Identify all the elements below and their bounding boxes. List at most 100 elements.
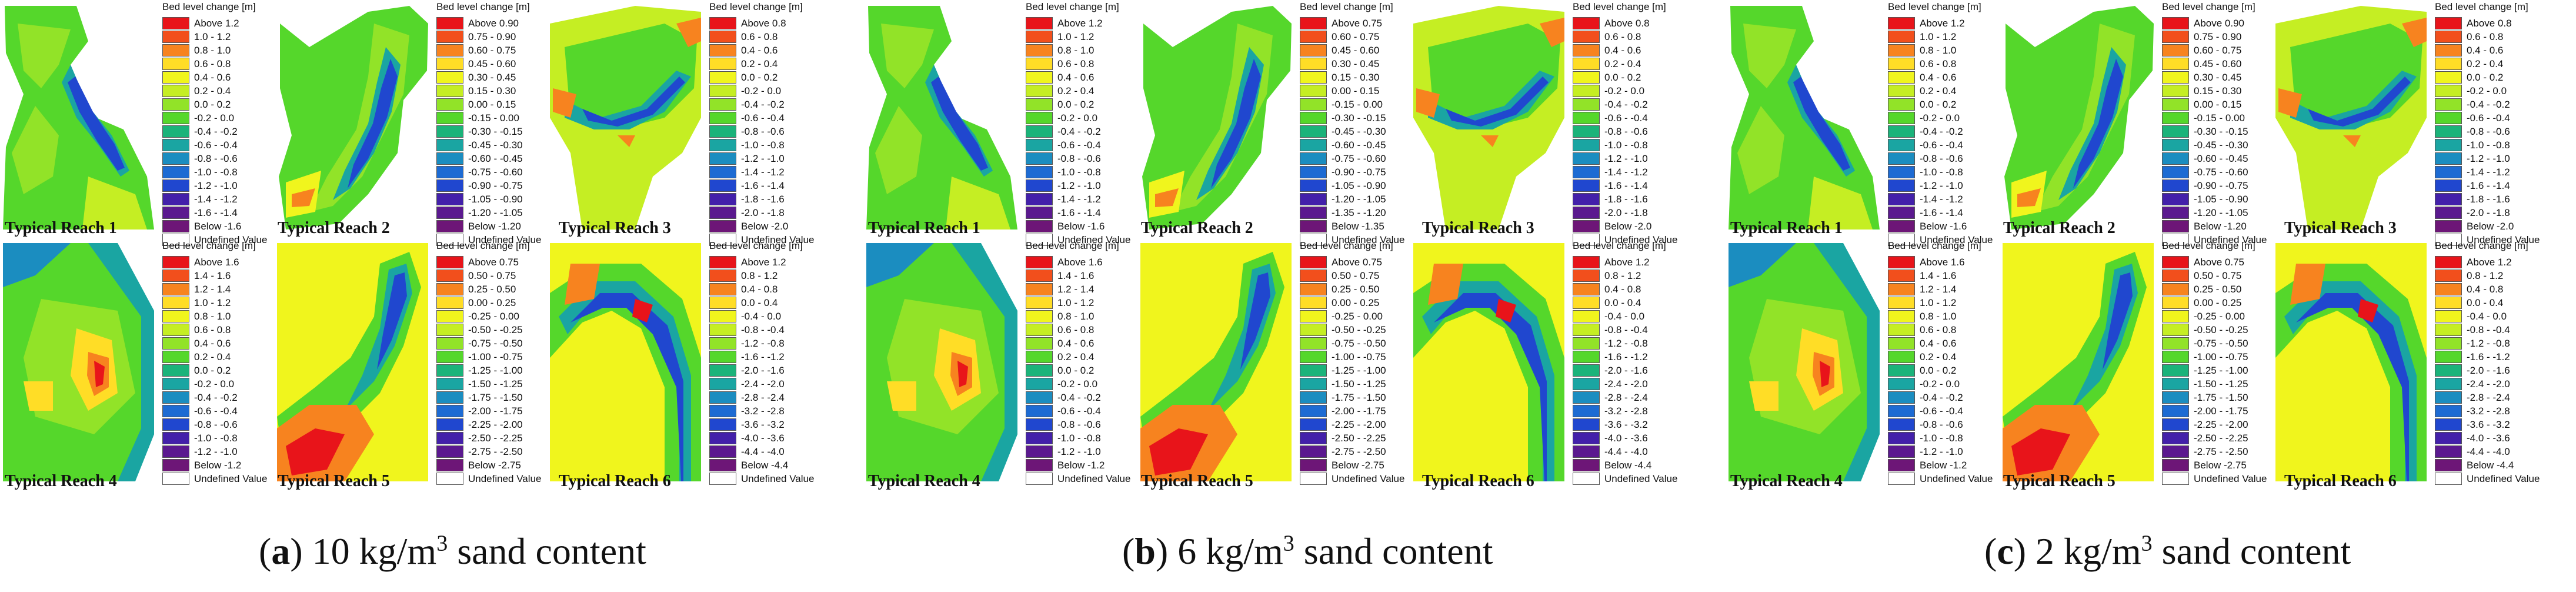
legend-entry: 0.8 - 1.0 bbox=[1888, 44, 1956, 57]
legend-entry: 0.8 - 1.2 bbox=[709, 269, 778, 282]
legend-label: -0.25 - 0.00 bbox=[1332, 310, 1383, 322]
legend-label: -0.6 - -0.4 bbox=[1057, 405, 1101, 417]
legend-entry: -0.2 - 0.0 bbox=[162, 377, 234, 391]
legend-entry: -0.4 - -0.2 bbox=[1026, 391, 1101, 404]
legend-label: Above 1.2 bbox=[741, 256, 786, 268]
legend-swatch bbox=[1573, 297, 1600, 309]
legend-swatch bbox=[162, 71, 189, 84]
legend-swatch bbox=[436, 445, 463, 458]
legend-swatch bbox=[1026, 152, 1053, 165]
legend-entry: 0.4 - 0.8 bbox=[1573, 282, 1641, 296]
legend-swatch bbox=[1300, 270, 1327, 282]
legend-swatch bbox=[1888, 139, 1915, 151]
legend-swatch bbox=[436, 270, 463, 282]
legend-label: 0.6 - 0.8 bbox=[1920, 58, 1957, 69]
legend-label: 0.0 - 0.2 bbox=[741, 71, 778, 83]
legend-swatch bbox=[162, 31, 189, 43]
legend-label: -1.0 - -0.8 bbox=[2467, 139, 2510, 151]
contour-map bbox=[274, 0, 434, 235]
legend-entry: -1.20 - -1.05 bbox=[2162, 206, 2248, 219]
legend-entry: 0.75 - 0.90 bbox=[436, 30, 516, 44]
legend-label: -1.4 - -1.2 bbox=[1920, 193, 1963, 205]
legend-swatch bbox=[1888, 234, 1915, 246]
legend-entry: Above 0.75 bbox=[1300, 16, 1382, 30]
legend-label: 0.15 - 0.30 bbox=[2194, 85, 2242, 97]
legend-entry: Below -4.4 bbox=[1573, 458, 1651, 472]
legend-entry: -1.2 - -1.0 bbox=[1888, 445, 1963, 458]
legend-swatch bbox=[436, 418, 463, 431]
legend-entry: 1.4 - 1.6 bbox=[1888, 269, 1956, 282]
legend-label: -2.8 - -2.4 bbox=[741, 391, 785, 403]
legend-label: 0.2 - 0.4 bbox=[2467, 58, 2504, 69]
legend-label: -3.2 - -2.8 bbox=[2467, 405, 2510, 417]
legend-entry: -0.30 - -0.15 bbox=[436, 125, 523, 138]
legend-label: -1.8 - -1.6 bbox=[741, 193, 785, 205]
legend-label: -4.0 - -3.6 bbox=[2467, 432, 2510, 444]
legend-entry-undefined: Undefined Value bbox=[2162, 472, 2267, 485]
legend-label: -1.6 - -1.4 bbox=[741, 179, 785, 191]
legend-label: Undefined Value bbox=[741, 234, 815, 245]
legend-entry: -2.25 - -2.00 bbox=[2162, 418, 2248, 431]
legend-entry: -0.8 - -0.6 bbox=[1026, 418, 1101, 431]
legend-swatch bbox=[162, 310, 189, 322]
legend-entry: -1.4 - -1.2 bbox=[162, 192, 238, 206]
legend-swatch bbox=[1300, 58, 1327, 70]
legend-label: 1.0 - 1.2 bbox=[1057, 297, 1095, 308]
legend-entry: -0.75 - -0.60 bbox=[2162, 165, 2248, 179]
legend-swatch bbox=[2162, 459, 2189, 471]
legend-label: -2.00 - -1.75 bbox=[1332, 405, 1386, 417]
legend-swatch bbox=[2435, 152, 2462, 165]
legend-swatch bbox=[2435, 17, 2462, 29]
legend-swatch bbox=[2435, 44, 2462, 56]
contour-map bbox=[1410, 240, 1570, 487]
legend-label: Undefined Value bbox=[1604, 234, 1678, 245]
legend-label: 0.30 - 0.45 bbox=[468, 71, 516, 83]
legend-entry-undefined: Undefined Value bbox=[1300, 472, 1404, 485]
reach-label: Typical Reach 3 bbox=[559, 219, 671, 237]
legend-entry: 0.25 - 0.50 bbox=[436, 282, 516, 296]
legend-entry: -0.15 - 0.00 bbox=[436, 111, 519, 125]
legend-swatch bbox=[436, 112, 463, 124]
legend-swatch bbox=[2435, 405, 2462, 417]
legend-swatch bbox=[436, 324, 463, 336]
legend-entry: 0.0 - 0.2 bbox=[162, 98, 231, 111]
legend-label: 0.00 - 0.15 bbox=[468, 98, 516, 110]
legend-label: -0.4 - 0.0 bbox=[2467, 310, 2507, 322]
legend-label: 0.6 - 0.8 bbox=[1057, 324, 1095, 335]
legend-label: -2.0 - -1.6 bbox=[741, 364, 785, 376]
legend-swatch bbox=[1888, 152, 1915, 165]
legend-swatch bbox=[1888, 98, 1915, 111]
legend-title: Bed level change [m] bbox=[709, 240, 803, 251]
legend-swatch bbox=[1573, 256, 1600, 268]
legend-swatch bbox=[2162, 17, 2189, 29]
legend-entry: -0.8 - -0.4 bbox=[1573, 323, 1648, 337]
legend-swatch bbox=[1888, 351, 1915, 363]
legend-entry: -1.6 - -1.2 bbox=[709, 350, 785, 364]
legend-swatch bbox=[162, 324, 189, 336]
legend-swatch bbox=[2162, 337, 2189, 350]
legend-swatch bbox=[1026, 179, 1053, 192]
legend-label: 0.2 - 0.4 bbox=[741, 58, 778, 69]
legend-entry: Below -2.0 bbox=[2435, 219, 2514, 233]
legend-swatch bbox=[2435, 351, 2462, 363]
legend-swatch bbox=[436, 193, 463, 205]
reach-label: Typical Reach 5 bbox=[1141, 472, 1253, 490]
legend-entry: -0.50 - -0.25 bbox=[436, 323, 523, 337]
legend-swatch bbox=[709, 337, 736, 350]
legend-entry: -0.6 - -0.4 bbox=[162, 138, 238, 152]
legend-swatch bbox=[2162, 445, 2189, 458]
legend-swatch bbox=[2435, 112, 2462, 124]
legend-label: 0.50 - 0.75 bbox=[468, 270, 516, 281]
legend-label: -0.4 - 0.0 bbox=[1604, 310, 1645, 322]
legend-label: 0.6 - 0.8 bbox=[194, 324, 231, 335]
legend-swatch bbox=[1573, 283, 1600, 295]
legend-entry: -1.4 - -1.2 bbox=[1026, 192, 1101, 206]
legend-swatch bbox=[1573, 179, 1600, 192]
legend-label: -4.0 - -3.6 bbox=[1604, 432, 1648, 444]
legend-entry-undefined: Undefined Value bbox=[1026, 472, 1130, 485]
legend-label: -1.4 - -1.2 bbox=[1604, 166, 1648, 178]
legend-entry: -1.25 - -1.00 bbox=[1300, 364, 1386, 377]
legend-swatch bbox=[162, 17, 189, 29]
legend-entry: Below -1.2 bbox=[162, 458, 241, 472]
legend-swatch bbox=[1888, 418, 1915, 431]
